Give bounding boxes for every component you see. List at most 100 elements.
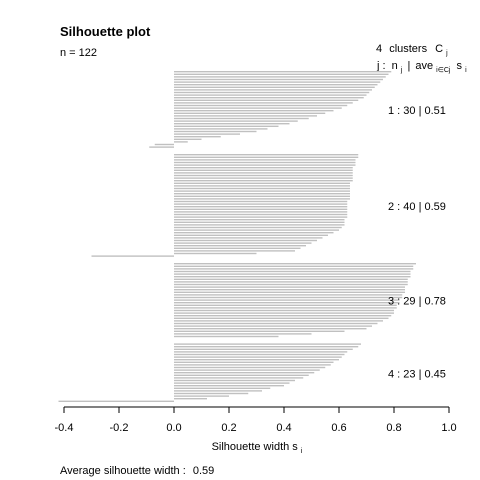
silhouette-bar <box>174 273 411 275</box>
legend-count: 4 <box>376 43 382 55</box>
legend-header-ave: ave <box>415 60 433 72</box>
silhouette-bar <box>174 177 353 179</box>
silhouette-bar <box>174 268 414 270</box>
silhouette-bar <box>174 382 290 384</box>
silhouette-bar <box>174 377 304 379</box>
legend-clusters-word: clusters <box>389 43 427 55</box>
silhouette-bar <box>174 216 348 218</box>
silhouette-bar <box>154 143 174 146</box>
silhouette-bar <box>174 107 342 109</box>
silhouette-bar <box>174 159 356 161</box>
silhouette-bar <box>174 387 271 389</box>
silhouette-bar <box>174 392 249 395</box>
silhouette-bar <box>174 229 339 231</box>
x-tick-label: 0.4 <box>276 422 291 434</box>
silhouette-bar <box>174 361 334 363</box>
silhouette-bar <box>174 348 353 350</box>
avg-silhouette-label: Average silhouette width : <box>60 465 186 477</box>
silhouette-bar <box>174 117 309 120</box>
legend-c-letter: C <box>435 43 443 55</box>
legend-header-sep: | <box>407 60 410 72</box>
legend-header-j: j : <box>376 60 386 72</box>
silhouette-bar <box>174 276 411 278</box>
x-axis-label-sub: i <box>301 448 303 455</box>
silhouette-bar <box>174 208 348 210</box>
silhouette-bar <box>174 141 188 143</box>
silhouette-bar <box>174 187 350 190</box>
silhouette-bar <box>174 180 353 182</box>
silhouette-bar <box>174 286 405 288</box>
silhouette-bar <box>174 89 372 91</box>
silhouette-bar <box>174 94 367 96</box>
silhouette-bar <box>174 364 331 366</box>
silhouette-bar <box>174 270 411 273</box>
x-ticks-group: -0.4 -0.2 0.0 0.2 0.4 0.6 0.8 1.0 <box>55 407 457 434</box>
x-tick-label: 0.0 <box>166 422 181 434</box>
silhouette-bar <box>149 146 174 148</box>
silhouette-bar <box>174 125 279 127</box>
silhouette-bar <box>174 104 348 107</box>
silhouette-bar <box>174 164 356 166</box>
x-tick-label: 1.0 <box>441 422 456 434</box>
silhouette-bar <box>174 239 317 242</box>
cluster-label-4: 4 : 23 | 0.45 <box>388 368 446 380</box>
x-tick-label: 0.6 <box>331 422 346 434</box>
silhouette-bar <box>174 115 317 117</box>
legend-header-s: s <box>457 60 463 72</box>
silhouette-bar <box>174 309 394 312</box>
silhouette-bar <box>174 97 364 99</box>
silhouette-bar <box>174 307 397 309</box>
avg-silhouette-value: 0.59 <box>193 465 214 477</box>
silhouette-bar <box>174 366 326 369</box>
silhouette-bar <box>58 400 174 402</box>
silhouette-bar <box>174 81 381 83</box>
x-axis-label-main: Silhouette width s <box>212 441 299 453</box>
silhouette-bar <box>174 99 359 101</box>
silhouette-bar <box>174 317 389 319</box>
silhouette-bar <box>174 193 350 195</box>
silhouette-bar <box>174 390 262 392</box>
silhouette-bar <box>174 169 353 171</box>
silhouette-bar <box>174 84 378 86</box>
silhouette-bar <box>174 346 359 348</box>
x-tick-label: -0.4 <box>55 422 74 434</box>
silhouette-bar <box>174 343 361 345</box>
silhouette-bar <box>174 250 295 252</box>
silhouette-bar <box>174 322 378 325</box>
x-tick-label: 0.2 <box>221 422 236 434</box>
silhouette-bar <box>174 221 345 223</box>
silhouette-bar <box>174 294 403 296</box>
silhouette-bar <box>174 299 400 301</box>
silhouette-bar <box>174 247 301 249</box>
x-tick-label: 0.8 <box>386 422 401 434</box>
bars-group <box>58 71 416 402</box>
silhouette-bar <box>174 123 290 125</box>
silhouette-bar <box>174 312 394 314</box>
silhouette-bar <box>174 198 350 200</box>
silhouette-bar <box>174 172 353 174</box>
silhouette-bar <box>174 213 348 216</box>
silhouette-bar <box>174 120 298 122</box>
silhouette-bar <box>174 71 392 73</box>
legend-header-s-sub: i <box>465 67 467 74</box>
legend-header-n-sub: j <box>400 67 403 74</box>
silhouette-bar <box>174 234 328 236</box>
silhouette-bar <box>174 136 221 138</box>
silhouette-bar <box>174 252 257 255</box>
silhouette-bar <box>174 242 312 244</box>
silhouette-bar <box>174 374 309 376</box>
silhouette-bar <box>174 245 306 247</box>
x-tick-label: -0.2 <box>110 422 129 434</box>
silhouette-bar <box>174 73 389 75</box>
x-axis-label: Silhouette width s i <box>212 441 303 455</box>
silhouette-bar <box>174 76 386 78</box>
silhouette-bar <box>174 263 416 265</box>
silhouette-bar <box>174 265 414 267</box>
silhouette-bar <box>174 219 345 221</box>
silhouette-bar <box>174 206 348 208</box>
silhouette-bar <box>91 255 174 257</box>
legend-header-n: n <box>392 60 398 72</box>
silhouette-bar <box>174 356 342 358</box>
cluster-label-1: 1 : 30 | 0.51 <box>388 105 446 117</box>
